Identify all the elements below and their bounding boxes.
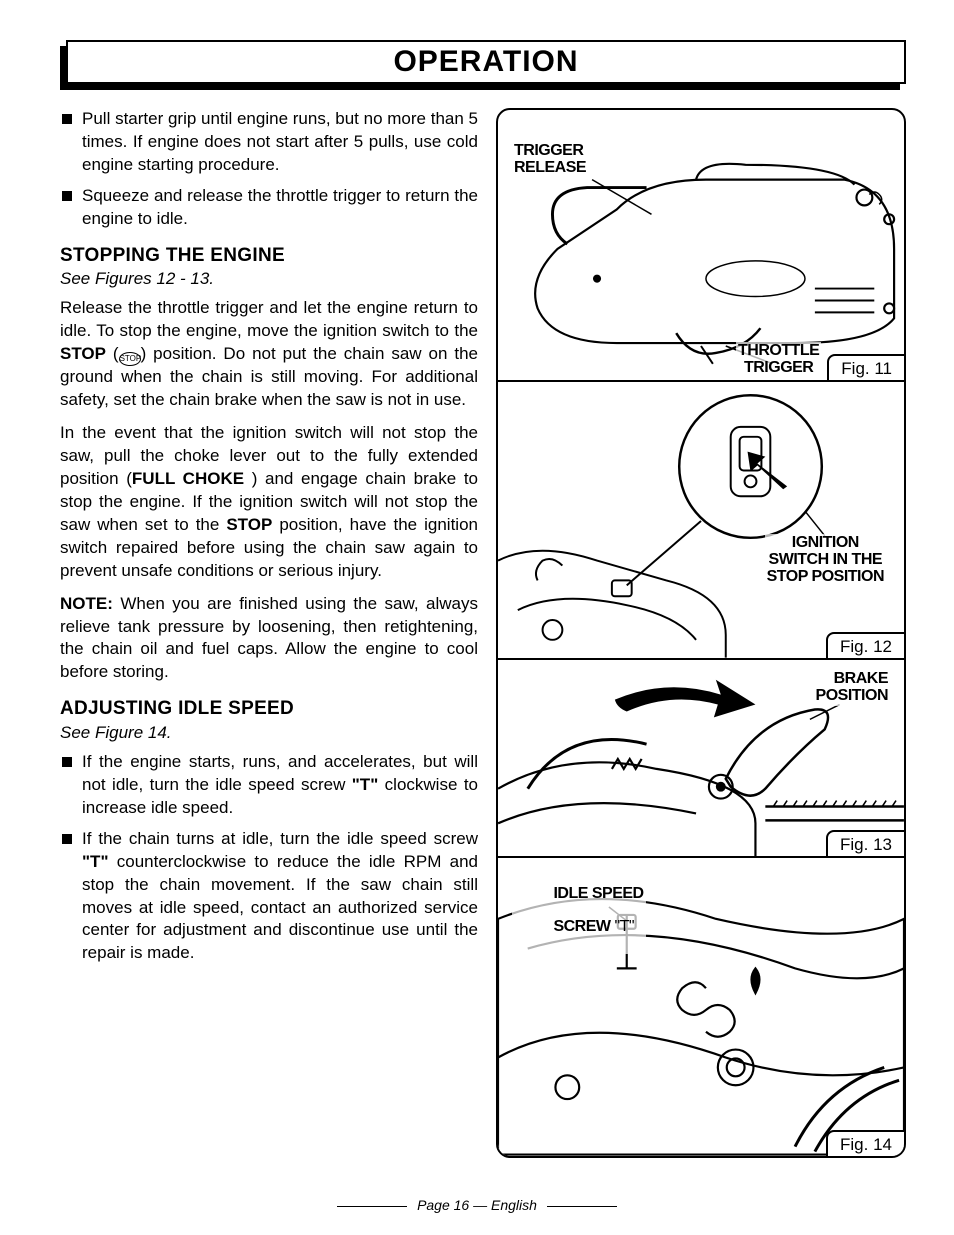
footer-rule-right bbox=[547, 1206, 617, 1207]
idle-see-figures: See Figure 14. bbox=[60, 722, 478, 745]
figure-14: IDLE SPEED SCREW "T" Fig. 14 bbox=[498, 858, 904, 1156]
text: "T" bbox=[611, 918, 635, 935]
intro-bullet-list: Pull starter grip until engine runs, but… bbox=[60, 108, 478, 231]
stopping-para-2: In the event that the ignition switch wi… bbox=[60, 422, 478, 583]
figure-14-label: Fig. 14 bbox=[826, 1130, 904, 1156]
callout-trigger-release: TRIGGER RELEASE bbox=[512, 142, 588, 178]
page-title: OPERATION bbox=[66, 40, 906, 84]
t-screw: "T" bbox=[352, 775, 379, 794]
page-footer: Page 16 — English bbox=[0, 1197, 954, 1213]
full-choke-word: FULL CHOKE bbox=[132, 469, 244, 488]
text: SCREW bbox=[553, 918, 610, 935]
figure-13-label: Fig. 13 bbox=[826, 830, 904, 856]
right-column: TRIGGER RELEASE THROTTLE TRIGGER Fig. 11 bbox=[496, 108, 906, 1158]
left-column: Pull starter grip until engine runs, but… bbox=[60, 108, 478, 1158]
callout-idle-screw: IDLE SPEED SCREW "T" bbox=[512, 868, 646, 954]
list-item: Pull starter grip until engine runs, but… bbox=[60, 108, 478, 177]
callout-throttle-trigger: THROTTLE TRIGGER bbox=[736, 342, 821, 378]
callout-brake-position: BRAKE POSITION bbox=[814, 670, 890, 706]
figure-11: TRIGGER RELEASE THROTTLE TRIGGER Fig. 11 bbox=[498, 110, 904, 382]
content-columns: Pull starter grip until engine runs, but… bbox=[60, 108, 906, 1158]
figure-stack: TRIGGER RELEASE THROTTLE TRIGGER Fig. 11 bbox=[496, 108, 906, 1158]
stop-icon: STOP bbox=[119, 352, 141, 366]
note-body: When you are finished using the saw, alw… bbox=[60, 594, 478, 682]
footer-text: Page 16 — English bbox=[417, 1197, 537, 1213]
idle-bullet-list: If the engine starts, runs, and accelera… bbox=[60, 751, 478, 965]
text: IDLE SPEED bbox=[553, 885, 643, 902]
t-screw: "T" bbox=[82, 852, 109, 871]
idle-heading: ADJUSTING IDLE SPEED bbox=[60, 696, 478, 722]
note-label: NOTE: bbox=[60, 594, 113, 613]
callout-ignition-switch: IGNITION SWITCH IN THE STOP POSITION bbox=[765, 534, 886, 586]
list-item: If the chain turns at idle, turn the idl… bbox=[60, 828, 478, 966]
figure-12-label: Fig. 12 bbox=[826, 632, 904, 658]
footer-rule-left bbox=[337, 1206, 407, 1207]
text: counterclockwise to reduce the idle RPM … bbox=[82, 852, 478, 963]
stop-word: STOP bbox=[226, 515, 272, 534]
page-title-frame: OPERATION bbox=[60, 40, 906, 90]
figure-12-drawing bbox=[498, 382, 904, 658]
stopping-note: NOTE: When you are finished using the sa… bbox=[60, 593, 478, 685]
text: If the chain turns at idle, turn the idl… bbox=[82, 829, 478, 848]
stop-word: STOP bbox=[60, 344, 106, 363]
figure-11-label: Fig. 11 bbox=[827, 354, 904, 380]
figure-12: IGNITION SWITCH IN THE STOP POSITION Fig… bbox=[498, 382, 904, 660]
stopping-para-1: Release the throttle trigger and let the… bbox=[60, 297, 478, 412]
list-item: If the engine starts, runs, and accelera… bbox=[60, 751, 478, 820]
list-item: Squeeze and release the throttle trigger… bbox=[60, 185, 478, 231]
text: Release the throttle trigger and let the… bbox=[60, 298, 478, 340]
stopping-see-figures: See Figures 12 - 13. bbox=[60, 268, 478, 291]
figure-13: BRAKE POSITION Fig. 13 bbox=[498, 660, 904, 858]
stopping-heading: STOPPING THE ENGINE bbox=[60, 243, 478, 269]
